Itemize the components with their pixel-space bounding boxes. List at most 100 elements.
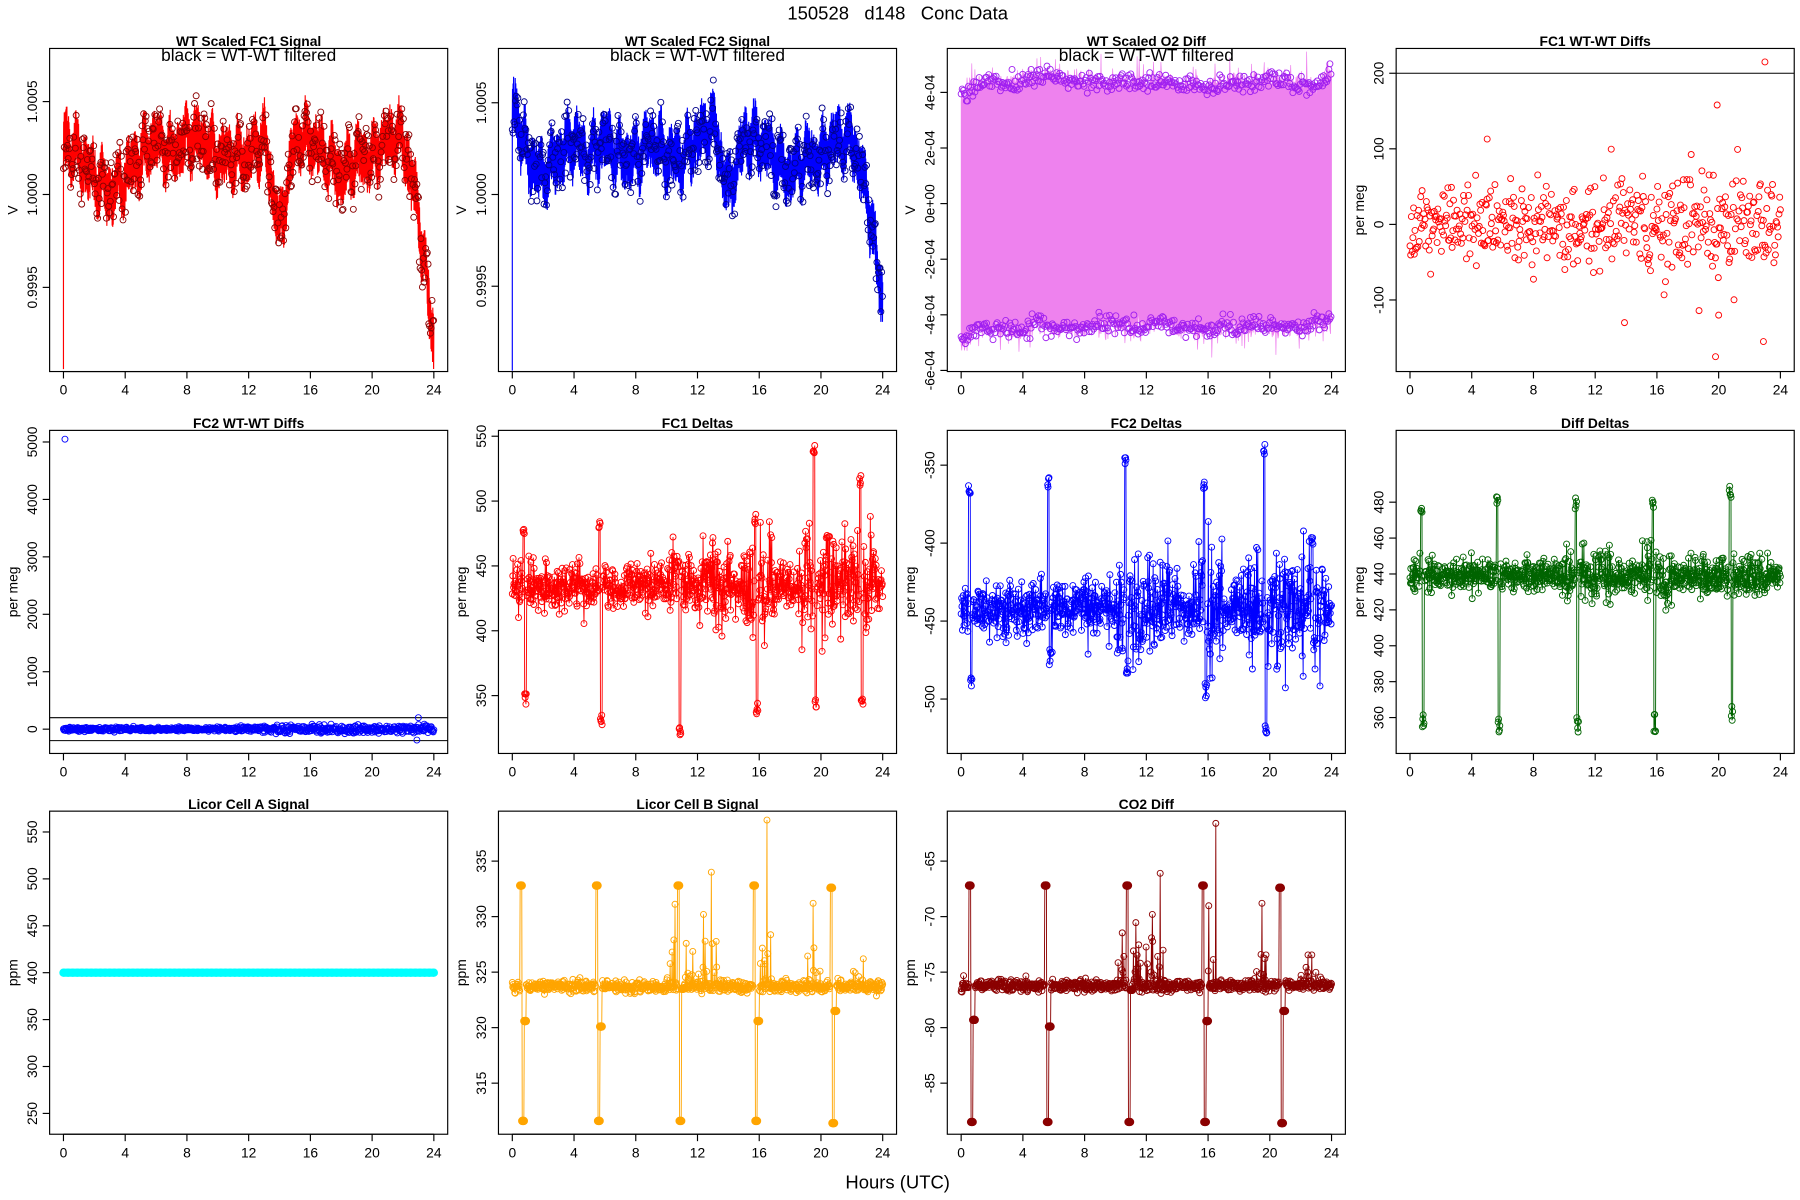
data-point — [172, 141, 179, 149]
data-point — [171, 174, 179, 182]
panel-title: WT Scaled FC1 Signal — [176, 33, 321, 49]
data-point — [877, 583, 885, 591]
data-point — [1724, 242, 1731, 250]
data-point — [1502, 222, 1510, 230]
data-point — [742, 597, 749, 605]
data-point — [602, 568, 610, 576]
data-point — [1236, 583, 1244, 591]
y-tick-label: 1.0005 — [473, 81, 489, 124]
data-point — [1427, 270, 1435, 278]
data-point — [1287, 587, 1295, 595]
data-point — [1695, 307, 1703, 315]
data-point — [991, 329, 999, 337]
data-point — [1321, 631, 1329, 639]
data-point — [568, 561, 576, 569]
data-point — [996, 87, 1004, 95]
data-point — [1236, 72, 1244, 80]
data-point — [84, 177, 92, 185]
data-point — [721, 170, 729, 178]
outlier-point — [413, 736, 421, 744]
data-point — [554, 184, 562, 192]
data-point — [183, 153, 191, 161]
data-point — [989, 336, 997, 344]
data-point — [1264, 662, 1272, 670]
data-point — [1557, 210, 1565, 218]
data-point — [1197, 569, 1205, 577]
data-point — [850, 154, 858, 162]
data-point — [1241, 327, 1249, 335]
data-point — [516, 116, 523, 124]
data-point — [328, 158, 336, 166]
data-point — [649, 602, 657, 610]
data-point — [1727, 211, 1735, 218]
data-point — [859, 151, 867, 159]
data-point — [1669, 182, 1677, 190]
data-point — [192, 92, 200, 100]
data-point — [1309, 639, 1317, 647]
data-point — [71, 144, 79, 152]
data-point — [1134, 550, 1142, 558]
data-point — [664, 186, 672, 194]
data-point — [542, 201, 550, 209]
data-point — [515, 146, 523, 154]
data-point — [430, 316, 438, 324]
data-point — [265, 173, 273, 181]
data-point — [775, 126, 783, 134]
data-point — [1728, 247, 1736, 255]
outlier-point — [414, 714, 422, 722]
data-point — [1145, 584, 1153, 592]
data-point — [1272, 549, 1280, 557]
data-point — [539, 579, 547, 587]
data-point — [1729, 203, 1737, 211]
data-point — [1323, 616, 1331, 623]
data-point — [1626, 186, 1634, 194]
data-point — [719, 604, 727, 612]
data-point — [1443, 214, 1451, 222]
data-point — [414, 192, 422, 200]
data-point — [1084, 572, 1092, 580]
data-point — [977, 329, 985, 337]
data-point — [1556, 251, 1564, 259]
data-point — [1029, 72, 1037, 80]
data-point — [1597, 224, 1605, 232]
data-point — [1044, 321, 1052, 329]
data-point — [793, 145, 801, 153]
data-point — [835, 581, 843, 589]
data-point — [1158, 611, 1166, 619]
data-point — [1417, 193, 1425, 201]
data-point — [284, 150, 292, 158]
data-point — [1225, 322, 1233, 330]
data-point — [123, 176, 131, 184]
data-point — [1296, 589, 1304, 597]
data-point — [1114, 324, 1122, 332]
data-point — [261, 148, 269, 156]
data-point — [1283, 611, 1291, 619]
data-point — [1177, 326, 1184, 334]
data-point — [1411, 226, 1419, 234]
data-point — [978, 614, 986, 622]
data-point — [1592, 230, 1600, 238]
data-point — [1173, 564, 1181, 572]
data-point — [1197, 606, 1205, 614]
data-point — [728, 576, 736, 584]
data-point — [1160, 579, 1168, 587]
data-point — [1453, 555, 1460, 563]
data-point — [723, 560, 731, 568]
data-point — [394, 146, 402, 154]
data-point — [156, 112, 164, 119]
data-point — [1327, 603, 1335, 611]
data-point — [1654, 217, 1662, 224]
data-point — [847, 589, 855, 597]
data-point — [1770, 259, 1778, 267]
data-point — [784, 199, 792, 207]
data-point — [403, 155, 411, 163]
data-point — [874, 268, 882, 276]
data-point — [789, 175, 797, 183]
data-point — [973, 615, 981, 623]
data-point — [137, 181, 145, 189]
data-point — [295, 133, 303, 141]
data-point — [199, 147, 207, 155]
data-point — [1668, 263, 1676, 271]
data-point — [1409, 234, 1417, 242]
